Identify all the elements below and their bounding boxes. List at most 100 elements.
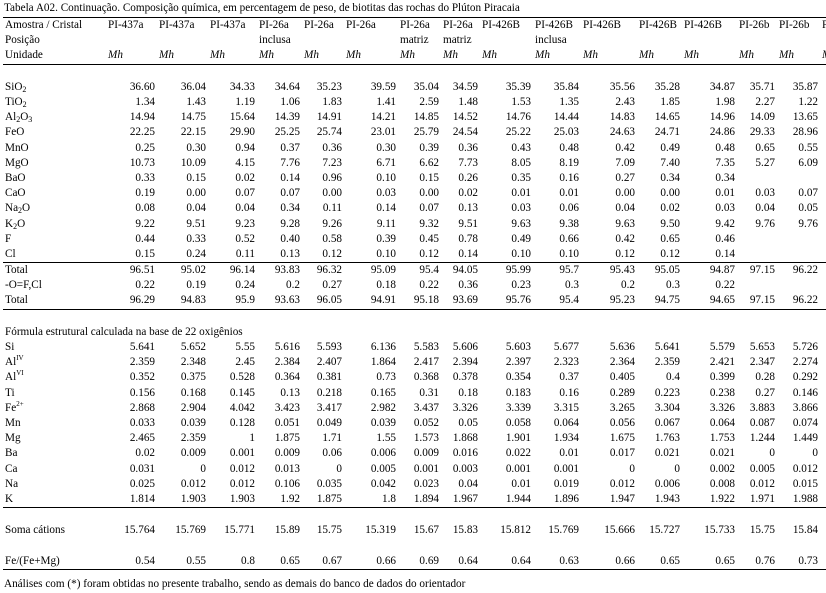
- table-cell: 96.05: [302, 293, 344, 310]
- formula-row: Fe2+ 2.868 2.904 4.042 3.423 3.417 2.982 3.437 3…: [3, 400, 826, 416]
- table-cell: 25.22: [505, 126, 531, 139]
- table-cell: [737, 278, 777, 293]
- table-cell: 96.22: [777, 293, 820, 310]
- row-label: F: [3, 232, 106, 247]
- table-cell: 2.348: [180, 356, 206, 369]
- spacer-row: [3, 309, 826, 325]
- table-cell: 0.10: [376, 247, 396, 260]
- table-cell: 0.05: [798, 202, 818, 215]
- table-cell: 0.49: [511, 232, 531, 245]
- header-unit: Mh: [820, 48, 826, 65]
- label-subscript: 2: [13, 221, 18, 231]
- table-cell: 0.48: [559, 141, 579, 154]
- row-label: Ti: [3, 386, 106, 401]
- label-subscript: 3: [28, 115, 33, 125]
- table-cell: 14.65: [654, 111, 680, 124]
- table-cell: 0.008: [709, 477, 735, 490]
- table-cell: 2.982: [370, 401, 396, 414]
- table-cell: 1.48: [458, 96, 478, 109]
- table-cell: 0.145: [229, 386, 255, 399]
- table-cell: 15.769: [175, 524, 206, 537]
- header-position: [820, 33, 826, 48]
- table-cell: 1.896: [533, 491, 581, 508]
- row-label: FeO: [3, 125, 106, 140]
- header-position: [581, 33, 637, 48]
- table-cell: 0: [629, 462, 635, 475]
- table-cell: 0.11: [322, 202, 342, 215]
- table-cell: 0.4: [666, 371, 680, 384]
- header-unit: Mh: [581, 48, 637, 65]
- ratio-row: Fe/(Fe+Mg) 0.54 0.55 0.8 0.65 0.67 0.66 0.69 0.6…: [3, 553, 826, 570]
- table-cell: 25.74: [316, 126, 342, 139]
- table-cell: 0.43: [511, 141, 531, 154]
- table-cell: 0.012: [180, 477, 206, 490]
- table-cell: 14.91: [316, 111, 342, 124]
- table-cell: 6.09: [798, 156, 818, 169]
- row-label: Total: [3, 293, 106, 310]
- table-cell: 9.50: [660, 217, 680, 230]
- table-cell: 0.58: [322, 232, 342, 245]
- table-cell: 5.05: [820, 156, 826, 171]
- label-base: Al: [5, 356, 17, 369]
- header-row-unit: UnidadeMhMhMhMhMhMhMhMhMhMhMhMhMhMhMhMh: [3, 48, 826, 65]
- header-position-label: Posição: [5, 34, 40, 47]
- table-cell: 15.764: [124, 524, 155, 537]
- header-unit: Mh: [533, 48, 581, 65]
- table-cell: 0.33: [135, 171, 155, 184]
- formula-row: Na 0.025 0.012 0.012 0.106 0.035 0.042 0.023 0.0…: [3, 477, 826, 492]
- table-cell: 0.064: [709, 416, 735, 429]
- table-cell: 7.09: [615, 156, 635, 169]
- label-superscript: VI: [16, 369, 24, 378]
- table-cell: 2.43: [615, 96, 635, 109]
- table-cell: 0.009: [413, 447, 439, 460]
- table-cell: 0.52: [235, 232, 255, 245]
- table-cell: 0.03: [511, 202, 531, 215]
- table-cell: 1.41: [376, 96, 396, 109]
- table-cell: 0.22: [715, 279, 735, 292]
- header-sample-label: Amostra / Cristal: [3, 17, 106, 34]
- row-label: Total: [3, 262, 106, 279]
- table-cell: 0.156: [129, 386, 155, 399]
- table-cell: 35.71: [749, 80, 775, 93]
- formula-row: Ti 0.156 0.168 0.145 0.13 0.218 0.165 0.31 0.18 0…: [3, 386, 826, 401]
- table-cell: 93.69: [441, 293, 480, 310]
- table-cell: 24.54: [452, 126, 478, 139]
- table-cell: 0.16: [559, 386, 579, 399]
- table-cell: 35.28: [654, 80, 680, 93]
- table-cell: 0.12: [419, 247, 439, 260]
- table-cell: 15.812: [500, 524, 531, 537]
- table-cell: 5.603: [505, 341, 531, 354]
- ratio-label: Fe/(Fe+Mg): [3, 553, 106, 570]
- table-cell: 15.64: [229, 111, 255, 124]
- label-tail: O: [20, 111, 29, 124]
- table-cell: 8.84: [820, 216, 826, 231]
- table-cell: 3.326: [452, 401, 478, 414]
- table-cell: 0.14: [376, 202, 396, 215]
- table-cell: 94.83: [157, 293, 208, 310]
- row-label: Al2O3: [3, 110, 106, 125]
- label-base: K: [5, 217, 14, 230]
- table-cell: 95.05: [637, 262, 682, 279]
- label-subscript: 2: [22, 84, 27, 94]
- oxide-row: BaO 0.33 0.15 0.02 0.14 0.96 0.10 0.15 0.26 0.35 0…: [3, 171, 826, 186]
- table-cell: 0.42: [615, 141, 635, 154]
- header-unit: Mh: [157, 48, 208, 65]
- table-cell: 0.24: [235, 279, 255, 292]
- table-cell: 1.573: [413, 432, 439, 445]
- table-cell: 3.423: [274, 401, 300, 414]
- table-cell: 13.36: [820, 110, 826, 125]
- table-cell: 5.579: [709, 341, 735, 354]
- table-cell: 0.013: [274, 462, 300, 475]
- label-superscript: IV: [16, 354, 24, 363]
- table-cell: 7.76: [280, 156, 300, 169]
- formula-section-title: Fórmula estrutural calculada na base de …: [5, 325, 243, 338]
- table-cell: 0.218: [316, 386, 342, 399]
- soma-label: Soma cátions: [5, 524, 65, 537]
- table-cell: 1.903: [157, 491, 208, 508]
- table-cell: 15.6: [820, 523, 826, 538]
- table-cell: 2.347: [749, 356, 775, 369]
- table-cell: 0: [820, 446, 826, 461]
- table-cell: 0: [769, 447, 775, 460]
- table-cell: 0.64: [441, 553, 480, 570]
- table-cell: 25.79: [413, 126, 439, 139]
